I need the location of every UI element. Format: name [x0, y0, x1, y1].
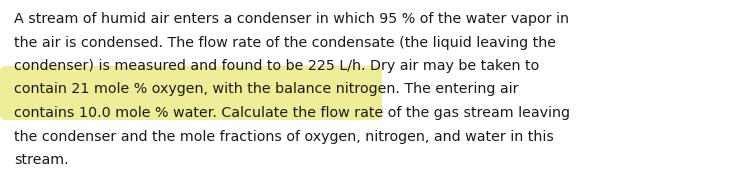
Text: condenser) is measured and found to be 225 L/h. Dry air may be taken to: condenser) is measured and found to be 2… [14, 59, 539, 73]
Text: the condenser and the mole fractions of oxygen, nitrogen, and water in this: the condenser and the mole fractions of … [14, 130, 554, 144]
Text: A stream of humid air enters a condenser in which 95 % of the water vapor in: A stream of humid air enters a condenser… [14, 12, 569, 26]
Text: the air is condensed. The flow rate of the condensate (the liquid leaving the: the air is condensed. The flow rate of t… [14, 36, 556, 49]
Text: stream.: stream. [14, 153, 69, 167]
FancyBboxPatch shape [0, 66, 382, 120]
Text: contains 10.0 mole % water. Calculate the flow rate of the gas stream leaving: contains 10.0 mole % water. Calculate th… [14, 106, 570, 120]
Text: contain 21 mole % oxygen, with the balance nitrogen. The entering air: contain 21 mole % oxygen, with the balan… [14, 82, 518, 96]
